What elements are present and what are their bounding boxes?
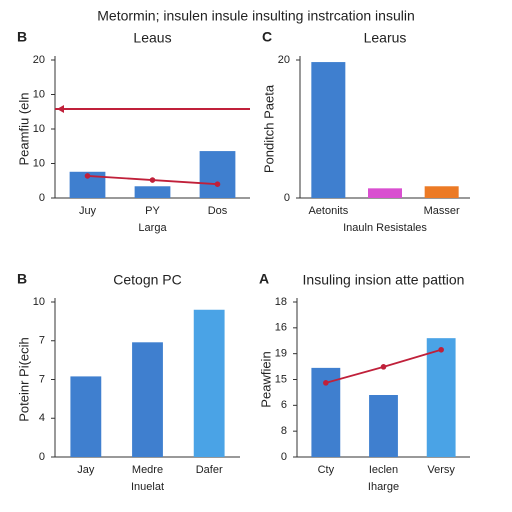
x-tick-label: Cty	[318, 464, 335, 476]
x-tick-label: Aetonits	[308, 205, 348, 217]
y-tick-label: 8	[281, 425, 287, 437]
x-tick-label: Versy	[427, 464, 455, 476]
y-tick-label: 18	[275, 296, 287, 308]
bar	[193, 309, 225, 457]
y-tick-label: 15	[275, 373, 287, 385]
x-axis-label: Inuelat	[131, 481, 164, 493]
trend-point	[214, 181, 221, 187]
x-axis-label: Larga	[138, 222, 167, 234]
y-tick-label: 16	[275, 322, 287, 334]
x-tick-label: Masser	[424, 205, 460, 217]
reference-arrow	[57, 104, 64, 113]
y-tick-label: 10	[33, 88, 45, 100]
x-tick-label: Jay	[77, 464, 95, 476]
y-tick-label: 4	[39, 412, 45, 424]
chart-title: Cetogn PC	[113, 272, 181, 288]
x-tick-label: Dos	[208, 205, 228, 217]
panel-label: C	[262, 29, 272, 45]
chart-title: Learus	[364, 30, 407, 46]
bar	[311, 62, 346, 198]
panel-label: A	[259, 271, 269, 287]
x-tick-label: Dafer	[196, 464, 223, 476]
bar	[199, 151, 236, 198]
y-tick-label: 6	[281, 399, 287, 411]
y-tick-label: 0	[39, 192, 45, 204]
y-tick-label: 0	[284, 192, 290, 204]
y-tick-label: 10	[33, 157, 45, 169]
trend-point	[438, 346, 444, 353]
trend-point	[323, 380, 329, 386]
y-axis-label: Ponditch Paeta	[261, 84, 276, 173]
y-tick-label: 10	[33, 296, 45, 308]
trend-point	[84, 173, 91, 179]
x-tick-label: Juy	[79, 205, 97, 217]
y-tick-label: 20	[278, 54, 290, 66]
y-tick-label: 19	[275, 348, 287, 360]
bar	[424, 186, 459, 198]
panel-label: B	[17, 29, 27, 45]
x-axis-label: Iharge	[368, 481, 399, 493]
bar	[369, 395, 398, 457]
y-tick-label: 0	[281, 451, 287, 463]
bar	[368, 188, 402, 198]
trend-point	[380, 364, 387, 370]
y-axis-label: Peawfiein	[258, 351, 273, 407]
y-axis-label: Poteinr Pi(ecih	[16, 337, 31, 422]
y-tick-label: 10	[33, 123, 45, 135]
chart-title: Insuling insion atte pattion	[303, 272, 465, 288]
x-axis-label: Inauln Resistales	[343, 222, 427, 234]
page-title: Metormin; insulen insule insulting instr…	[97, 8, 415, 24]
trend-point	[149, 177, 156, 183]
bar	[426, 338, 456, 457]
y-tick-label: 7	[39, 373, 45, 385]
y-axis-label: Peamfiu (eln	[16, 93, 31, 166]
bar	[70, 376, 102, 457]
bar	[134, 186, 171, 198]
x-tick-label: Medre	[132, 464, 163, 476]
bar	[132, 342, 163, 457]
y-tick-label: 0	[39, 451, 45, 463]
y-tick-label: 20	[33, 54, 45, 66]
x-tick-label: PY	[145, 205, 160, 217]
y-tick-label: 7	[39, 335, 45, 347]
panel-label: B	[17, 271, 27, 287]
chart-title: Leaus	[133, 30, 171, 46]
x-tick-label: Ieclen	[369, 464, 398, 476]
